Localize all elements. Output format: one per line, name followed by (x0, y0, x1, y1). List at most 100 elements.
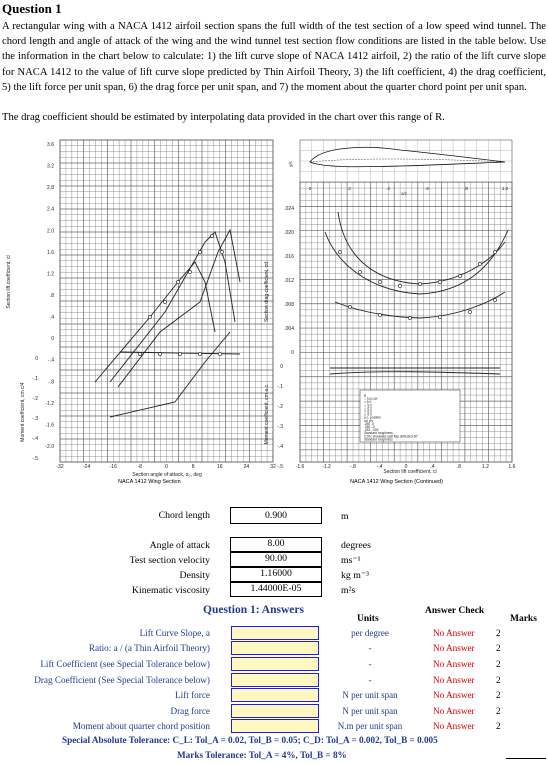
answer-marks: 2 (496, 628, 501, 638)
cm-tick-label: -.3 (277, 424, 283, 430)
answer-check: No Answer (433, 721, 475, 731)
legend-entry: △ 6.0 (364, 406, 372, 410)
cm-tick-label: 0 (280, 364, 283, 370)
total-marks-line (506, 758, 546, 759)
x-tick-label: 0 (405, 464, 408, 470)
airfoil-tick-label: .8 (464, 186, 468, 191)
x-tick-label: -1.2 (322, 464, 331, 470)
answer-label: Drag Coefficient (See Special Tolerance … (34, 675, 210, 685)
cm-tick-label: -.1 (32, 376, 38, 382)
y-tick-label: 2.4 (47, 207, 54, 213)
answer-input[interactable] (231, 688, 319, 702)
cd-tick-label: .004 (284, 326, 294, 332)
lift-curve (109, 231, 236, 383)
y-tick-label: 2.8 (47, 185, 54, 191)
cm-tick-label: -.2 (277, 404, 283, 410)
data-point (220, 250, 224, 254)
input-value: 1.44000E-05 (230, 582, 322, 597)
x-tick-label: -8 (138, 464, 143, 470)
answer-check: No Answer (433, 706, 475, 716)
input-unit: m (341, 511, 349, 522)
answer-unit: - (368, 659, 372, 669)
answer-marks: 2 (496, 675, 501, 685)
cm-tick-label: -.4 (32, 436, 38, 442)
data-point (418, 282, 422, 286)
y-axis-label: Section lift coefficient, cl (6, 255, 12, 308)
legend-entry: .250 -.0 (364, 425, 375, 429)
airfoil-tick-label: .2 (347, 186, 351, 191)
data-point (178, 352, 182, 356)
answer-input[interactable] (231, 704, 319, 718)
answer-input[interactable] (231, 673, 319, 687)
input-unit: m²s (341, 585, 356, 596)
input-unit: degrees (341, 540, 371, 551)
legend-entry: ○ 3.0×10⁶ (364, 397, 379, 401)
y-tick-label: 3.2 (47, 164, 54, 170)
units-header: Units (357, 614, 379, 624)
answer-label: Drag force (170, 706, 210, 716)
input-unit: kg m⁻³ (341, 570, 369, 581)
lift-chart-grid (59, 139, 274, 463)
data-point (176, 280, 180, 284)
answer-input[interactable] (231, 626, 319, 640)
x-tick-label: 16 (217, 464, 223, 470)
x-tick-label: 32 (270, 464, 276, 470)
x-axis-label: Section lift coefficient, cl (383, 469, 436, 475)
answer-label: Lift Coefficient (see Special Tolerance … (40, 659, 210, 669)
legend-entry: .252 -.026 (364, 428, 379, 432)
y-tick-label: .8 (50, 293, 54, 299)
left-chart-caption: NACA 1412 Wing Section (118, 479, 181, 485)
data-point (210, 234, 214, 238)
naca-1412-chart-svg: 3.6 3.2 2.8 2.4 2.0 1.6 1.2 .8 .4 0 -.4 -.8 -1.2 -1.6… (6, 139, 516, 478)
y-tick-label: -2.0 (45, 444, 54, 450)
x-tick-label: .4 (430, 464, 434, 470)
input-label: Kinematic viscosity (131, 585, 210, 596)
legend-entry: ▽ 6.0 (364, 410, 372, 414)
input-value: 8.00 (230, 537, 322, 552)
airfoil-section-plot: 0 .2 .4 .6 .8 1.0 x/c y/c (288, 139, 513, 196)
airfoil-axis-label: y/c (288, 160, 293, 167)
answer-unit: - (368, 643, 372, 653)
answer-marks: 2 (496, 721, 501, 731)
legend-entry: ▷ 6.0 (364, 413, 372, 417)
x-tick-label: 1.6 (509, 464, 516, 470)
cd-tick-label: 0 (291, 350, 294, 356)
data-point (148, 315, 152, 319)
drag-curve (334, 291, 506, 319)
answer-label: Lift Curve Slope, a (139, 628, 210, 638)
data-point (158, 352, 162, 356)
data-point (438, 280, 442, 284)
airfoil-tick-label: .4 (386, 186, 390, 191)
lift-curve (94, 261, 216, 383)
x-tick-label: -16 (110, 464, 117, 470)
input-label: Density (179, 570, 210, 581)
cd-tick-label: .016 (284, 254, 294, 260)
drag-curve (324, 229, 509, 295)
answer-input[interactable] (231, 641, 319, 655)
answer-unit: N.m per unit span (337, 721, 403, 731)
answer-marks: 2 (496, 643, 501, 653)
y-tick-label: 3.6 (47, 142, 54, 148)
marks-tolerance: Marks Tolerance: Tol_A = 4%, Tol_B = 8% (177, 750, 347, 760)
question-body: A rectangular wing with a NACA 1412 airf… (2, 21, 546, 93)
lift-curve (117, 228, 241, 388)
cm-tick-label: -.3 (32, 416, 38, 422)
drag-chart-ticks: .024 .020 .016 .012 .008 .004 0 0 -.1 -.2 -.3 -.4 -.… (264, 206, 516, 475)
answer-input[interactable] (231, 719, 319, 733)
answer-input[interactable] (231, 657, 319, 671)
legend-entry: ◇ 9.0 (364, 403, 372, 407)
x-tick-label: 8 (192, 464, 195, 470)
answer-label: Ratio: a / (a Thin Airfoil Theory) (88, 643, 210, 653)
answer-check: No Answer (433, 690, 475, 700)
answer-marks: 2 (496, 690, 501, 700)
data-point (138, 352, 142, 356)
answer-check: No Answer (433, 659, 475, 669)
chart-curves (94, 211, 509, 418)
data-point (198, 250, 202, 254)
x-tick-label: .8 (457, 464, 461, 470)
data-point (338, 250, 342, 254)
cd-tick-label: .024 (284, 206, 294, 212)
y-tick-label: -1.2 (45, 401, 54, 407)
x-tick-label: -32 (56, 464, 63, 470)
y-tick-label: -.4 (48, 358, 54, 364)
